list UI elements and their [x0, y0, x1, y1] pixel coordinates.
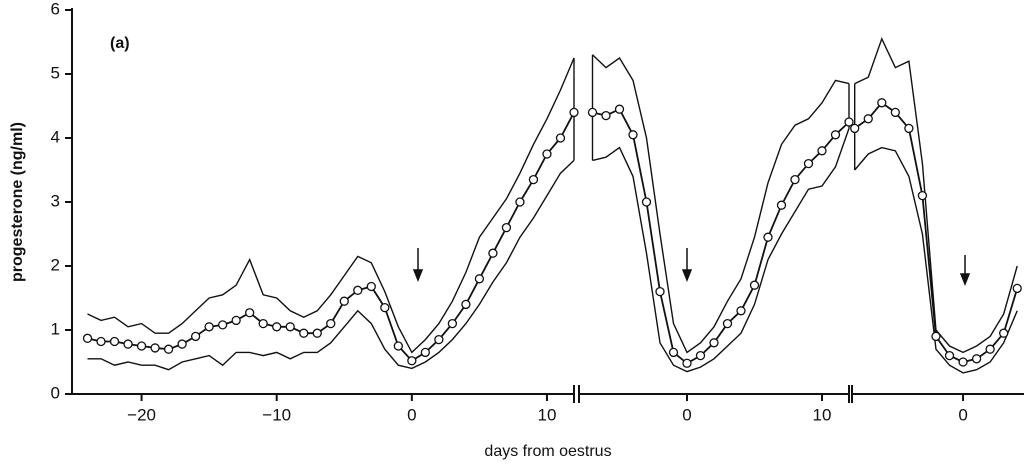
mean-point: [461, 299, 471, 310]
mean-point: [380, 302, 390, 313]
mean-point: [82, 333, 93, 343]
mean-point: [668, 347, 679, 358]
mean-point: [555, 133, 566, 143]
range-line: [87, 57, 575, 354]
mean-point: [109, 336, 120, 347]
x-axis-label: days from oestrus: [484, 443, 611, 460]
y-tick-label: 0: [51, 383, 60, 402]
mean-point: [123, 339, 133, 349]
y-tick-label: 6: [51, 0, 60, 18]
mean-point: [474, 274, 485, 284]
mean-point: [790, 174, 800, 185]
mean-point: [695, 350, 706, 361]
mean-point: [231, 315, 241, 326]
range-line: [592, 128, 850, 373]
mean-point: [258, 318, 268, 329]
mean-point: [776, 200, 787, 210]
mean-point: [850, 123, 860, 134]
mean-point: [217, 320, 228, 330]
mean-point: [655, 286, 665, 297]
y-tick-label: 5: [51, 63, 60, 82]
mean-point: [722, 318, 733, 329]
mean-point: [817, 146, 827, 156]
mean-point: [515, 197, 525, 207]
y-tick-label: 4: [51, 127, 60, 146]
mean-point: [904, 123, 914, 134]
mean-point: [601, 110, 611, 121]
x-tick-label: 0: [958, 405, 967, 424]
mean-point: [985, 344, 995, 354]
x-tick-label: 0: [407, 405, 416, 424]
mean-point: [614, 104, 625, 114]
x-tick-label: 0: [682, 405, 691, 424]
mean-point: [628, 130, 638, 140]
x-tick-label: −20: [127, 405, 156, 424]
mean-point: [407, 356, 417, 366]
mean-point: [136, 341, 147, 351]
mean-point: [204, 322, 214, 332]
mean-point: [542, 149, 552, 159]
mean-point: [299, 328, 309, 338]
mean-point: [736, 306, 746, 316]
mean-point: [339, 296, 349, 306]
mean-point: [245, 308, 255, 318]
mean-point: [353, 285, 363, 295]
mean-point: [285, 322, 295, 332]
x-tick-label: −10: [262, 405, 291, 424]
mean-point: [844, 117, 854, 127]
x-tick-label: 10: [813, 405, 832, 424]
mean-point: [163, 344, 174, 354]
mean-point: [931, 331, 941, 342]
mean-point: [190, 331, 201, 342]
mean-point: [971, 354, 982, 364]
range-line: [854, 36, 1018, 354]
mean-point: [393, 341, 403, 351]
mean-point: [958, 357, 968, 367]
range-line: [87, 159, 575, 371]
mean-line: [592, 108, 850, 365]
mean-point: [488, 248, 498, 258]
range-line: [854, 146, 1018, 374]
mean-point: [709, 338, 719, 348]
range-line: [592, 54, 850, 354]
mean-point: [682, 358, 692, 368]
mean-point: [447, 318, 458, 329]
mean-point: [803, 158, 814, 169]
mean-point: [587, 107, 598, 118]
mean-point: [641, 197, 652, 207]
mean-point: [877, 98, 887, 108]
mean-point: [177, 339, 187, 349]
mean-point: [1012, 283, 1022, 294]
mean-point: [569, 107, 579, 118]
mean-point: [749, 280, 760, 290]
mean-point: [434, 334, 444, 345]
mean-point: [150, 343, 160, 353]
mean-point: [272, 322, 282, 332]
mean-point: [999, 328, 1009, 338]
arrows: [412, 248, 971, 287]
mean-point: [366, 281, 376, 292]
mean-point: [944, 350, 955, 361]
mean-point: [890, 107, 900, 118]
y-axis-label: progesterone (ng/ml): [9, 122, 26, 282]
mean-point: [96, 336, 106, 347]
mean-point: [863, 114, 873, 124]
y-tick-label: 2: [51, 255, 60, 274]
mean-point: [763, 232, 773, 242]
y-tick-label: 3: [51, 191, 60, 210]
mean-point: [501, 222, 512, 233]
x-tick-label: 10: [538, 405, 557, 424]
panel-label: (a): [110, 35, 130, 52]
mean-point: [830, 130, 841, 140]
mean-point: [528, 174, 539, 185]
mean-point: [917, 190, 928, 201]
mean-point: [312, 328, 322, 338]
mean-point: [326, 318, 336, 329]
y-tick-label: 1: [51, 319, 60, 338]
mean-point: [420, 347, 431, 358]
